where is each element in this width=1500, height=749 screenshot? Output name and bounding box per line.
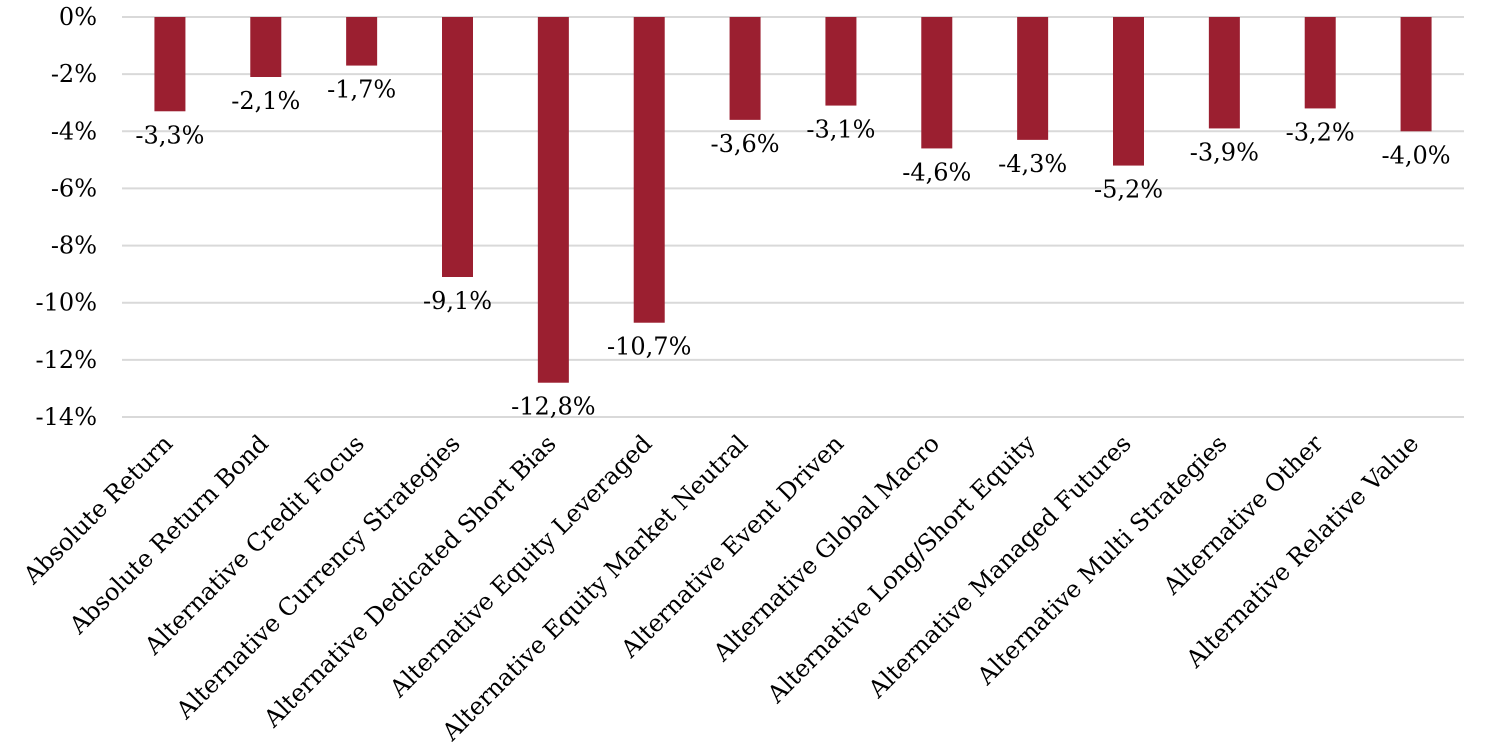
bar [537,17,569,383]
bars [154,17,1432,383]
x-category-label: Alternative Other [1157,429,1329,601]
y-tick-label: -4% [51,117,97,145]
y-tick-label: 0% [59,3,97,31]
data-label: -3,3% [135,121,204,149]
data-label: -4,3% [998,150,1067,178]
data-label: -5,2% [1094,176,1163,204]
data-label: -3,2% [1286,118,1355,146]
bar [1208,17,1240,129]
bar [1017,17,1049,140]
data-label: -10,7% [607,333,691,361]
data-labels: -3,3% -2,1% -1,7% -9,1% -12,8% -10,7% -3,6% -3,… [135,76,1450,421]
data-label: -4,6% [902,158,971,186]
bar [346,17,378,66]
y-tick-label: -14% [36,403,97,431]
gridlines [122,16,1464,418]
data-label: -3,6% [711,130,780,158]
data-label: -9,1% [423,287,492,315]
bar [1400,17,1432,132]
data-label: -4,0% [1382,141,1451,169]
data-label: -3,9% [1190,138,1259,166]
bar [1113,17,1144,166]
bar [825,17,857,106]
x-category-label: Absolute Return Bond [63,429,274,640]
bar [633,17,665,323]
bar [154,17,186,112]
data-label: -3,1% [806,116,875,144]
y-tick-label: -12% [36,346,97,374]
y-axis-tick-labels: 0% -2% -4% -6% -8% -10% -12% -14% [36,3,97,431]
data-label: -2,1% [231,87,300,115]
data-label: -12,8% [511,393,595,421]
bar [442,17,473,277]
y-tick-label: -10% [36,289,97,317]
data-label: -1,7% [327,76,396,104]
bar [921,17,953,149]
y-tick-label: -8% [51,232,97,260]
bar [729,17,761,120]
y-tick-label: -6% [51,174,97,202]
y-tick-label: -2% [51,60,97,88]
bar [250,17,282,77]
bar [1304,17,1336,109]
